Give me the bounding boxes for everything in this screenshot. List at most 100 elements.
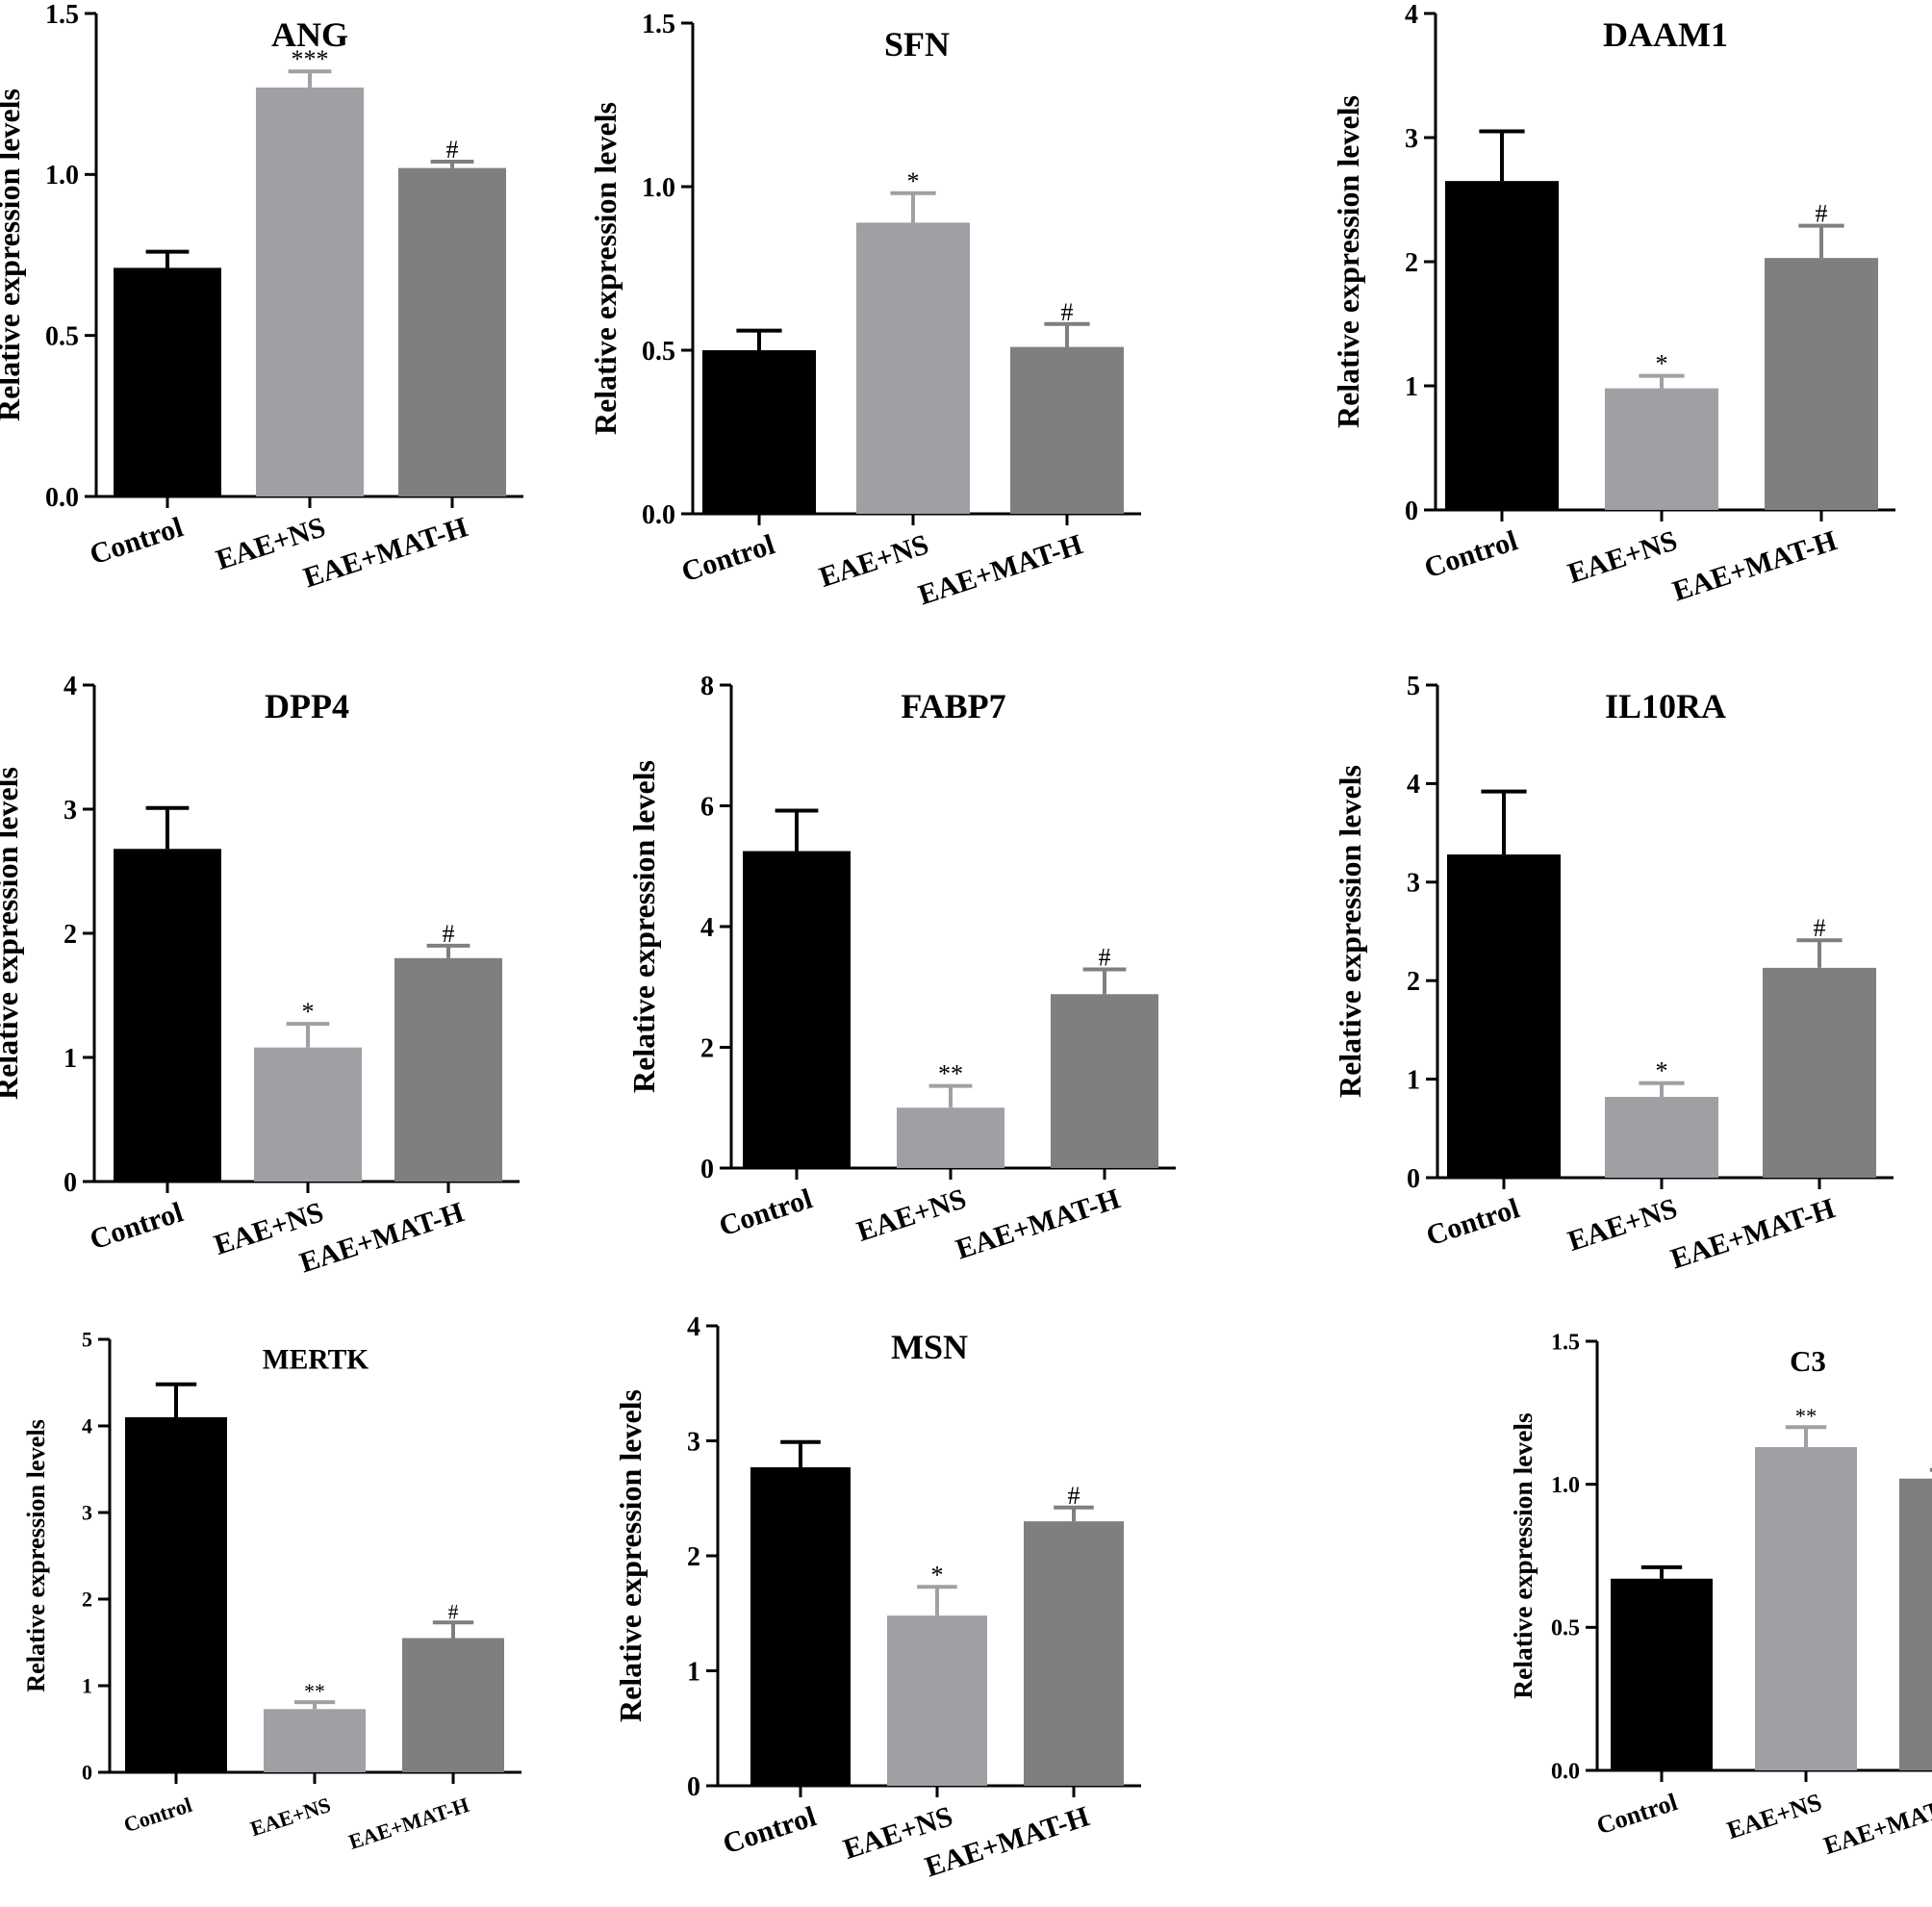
ang-category-label-0: Control: [86, 511, 187, 571]
ang-significance-2: #: [446, 136, 459, 164]
dpp4-category-label-0: Control: [86, 1196, 187, 1256]
ang-y-tick-label: 0.0: [45, 483, 79, 513]
panel-il10ra: 0 1 2 3 4 5 IL10RA Relative expression levels Co…: [1333, 672, 1894, 1275]
mertk-title: MERTK: [263, 1344, 369, 1375]
dpp4-category-label-2: EAE+MAT-H: [296, 1196, 469, 1279]
il10ra-bar-1: [1605, 1097, 1718, 1178]
sfn-bar-1: [856, 222, 970, 514]
mertk-y-tick-label: 1: [82, 1674, 92, 1698]
il10ra-y-tick-label: 3: [1407, 869, 1420, 899]
msn-bar-2: [1024, 1521, 1124, 1786]
mertk-significance-2: #: [448, 1600, 459, 1623]
c3-bar-0: [1611, 1578, 1713, 1770]
ang-category-label-2: EAE+MAT-H: [300, 511, 472, 594]
mertk-bar-1: [264, 1709, 366, 1772]
sfn-y-tick-label: 0.0: [642, 500, 675, 530]
daam1-y-tick-label: 2: [1405, 248, 1418, 278]
daam1-bar-0: [1445, 181, 1559, 510]
panel-c3: 0.0 0.5 1.0 1.5 C3 Relative expression levels…: [1508, 1330, 1932, 1860]
il10ra-y-label: Relative expression levels: [1333, 765, 1367, 1098]
ang-y-tick-label: 1.0: [45, 161, 79, 191]
panel-sfn: 0.0 0.5 1.0 1.5 SFN Relative expression level…: [588, 10, 1141, 611]
mertk-y-tick-label: 3: [82, 1501, 92, 1525]
panel-mertk: 0 1 2 3 4 5 MERTK Relative expression levels Con…: [22, 1328, 521, 1854]
fabp7-significance-1: **: [938, 1060, 963, 1088]
il10ra-category-label-0: Control: [1422, 1192, 1523, 1252]
il10ra-y-tick-label: 5: [1407, 672, 1420, 701]
dpp4-bar-0: [114, 849, 221, 1182]
dpp4-bar-1: [254, 1047, 362, 1182]
c3-title: C3: [1790, 1344, 1826, 1378]
mertk-y-tick-label: 4: [82, 1414, 92, 1438]
fabp7-category-label-2: EAE+MAT-H: [953, 1182, 1125, 1265]
panel-dpp4: 0 1 2 3 4 DPP4 Relative expression levels Contr…: [0, 672, 520, 1279]
ang-significance-1: ***: [292, 45, 329, 73]
mertk-bar-2: [402, 1638, 504, 1772]
c3-y-tick-label: 1.0: [1551, 1473, 1580, 1498]
ang-title: ANG: [271, 15, 348, 54]
mertk-bar-0: [125, 1417, 227, 1772]
ang-bar-0: [114, 267, 221, 496]
sfn-y-tick-label: 1.5: [642, 10, 675, 39]
c3-bar-1: [1755, 1447, 1857, 1770]
il10ra-category-label-2: EAE+MAT-H: [1667, 1192, 1840, 1275]
sfn-y-tick-label: 0.5: [642, 337, 675, 367]
mertk-category-label-2: EAE+MAT-H: [345, 1793, 471, 1854]
fabp7-y-tick-label: 2: [700, 1033, 714, 1063]
mertk-y-tick-label: 5: [82, 1328, 92, 1352]
fabp7-category-label-0: Control: [715, 1182, 816, 1242]
msn-y-tick-label: 3: [687, 1427, 700, 1457]
msn-category-label-0: Control: [719, 1800, 820, 1860]
il10ra-category-label-1: EAE+NS: [1564, 1192, 1682, 1258]
fabp7-y-tick-label: 4: [700, 913, 714, 943]
msn-significance-1: *: [931, 1561, 944, 1589]
panel-daam1: 0 1 2 3 4 DAAM1 Relative expression levels Cont…: [1331, 0, 1895, 607]
dpp4-y-tick-label: 3: [64, 796, 77, 826]
fabp7-y-label: Relative expression levels: [626, 760, 661, 1093]
il10ra-y-tick-label: 0: [1407, 1164, 1420, 1194]
daam1-significance-1: *: [1656, 350, 1668, 378]
il10ra-title: IL10RA: [1605, 687, 1726, 725]
il10ra-y-tick-label: 1: [1407, 1065, 1420, 1095]
daam1-y-tick-label: 3: [1405, 124, 1418, 154]
dpp4-title: DPP4: [265, 687, 349, 725]
ang-bar-1: [256, 87, 364, 497]
dpp4-bar-2: [394, 957, 502, 1182]
msn-y-tick-label: 2: [687, 1542, 700, 1572]
dpp4-significance-2: #: [443, 920, 455, 948]
dpp4-y-tick-label: 0: [64, 1168, 77, 1198]
c3-significance-1: **: [1795, 1404, 1818, 1428]
dpp4-y-tick-label: 4: [64, 672, 77, 701]
dpp4-y-tick-label: 2: [64, 920, 77, 950]
c3-category-label-0: Control: [1593, 1788, 1681, 1840]
il10ra-y-tick-label: 4: [1407, 770, 1420, 800]
fabp7-significance-2: #: [1099, 944, 1111, 972]
dpp4-y-label: Relative expression levels: [0, 767, 24, 1100]
sfn-significance-1: *: [907, 167, 920, 195]
c3-category-label-1: EAE+NS: [1723, 1788, 1825, 1844]
sfn-y-tick-label: 1.0: [642, 173, 675, 203]
dpp4-y-tick-label: 1: [64, 1044, 77, 1074]
daam1-category-label-1: EAE+NS: [1564, 524, 1682, 590]
daam1-title: DAAM1: [1603, 15, 1728, 54]
daam1-y-tick-label: 4: [1405, 0, 1418, 30]
mertk-category-label-0: Control: [120, 1793, 194, 1837]
daam1-y-tick-label: 0: [1405, 496, 1418, 526]
il10ra-significance-1: *: [1656, 1057, 1668, 1085]
daam1-category-label-0: Control: [1420, 524, 1521, 584]
c3-y-tick-label: 1.5: [1551, 1330, 1580, 1355]
daam1-y-label: Relative expression levels: [1331, 95, 1365, 428]
c3-y-tick-label: 0.0: [1551, 1759, 1580, 1784]
fabp7-y-tick-label: 0: [700, 1155, 714, 1184]
sfn-bar-2: [1010, 346, 1124, 514]
fabp7-y-tick-label: 8: [700, 672, 714, 701]
msn-y-tick-label: 4: [687, 1312, 700, 1342]
daam1-significance-2: #: [1816, 200, 1828, 228]
ang-y-tick-label: 0.5: [45, 321, 79, 351]
ang-y-tick-label: 1.5: [45, 0, 79, 30]
mertk-y-tick-label: 0: [82, 1761, 92, 1785]
il10ra-y-tick-label: 2: [1407, 967, 1420, 997]
msn-y-tick-label: 1: [687, 1657, 700, 1687]
msn-title: MSN: [891, 1328, 968, 1366]
